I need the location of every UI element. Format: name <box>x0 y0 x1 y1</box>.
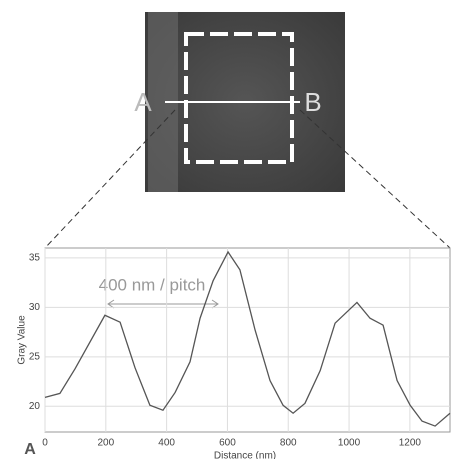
y-axis-label: Gray Value <box>17 315 28 365</box>
x-tick-label: 1200 <box>399 438 422 449</box>
pitch-arrowheads <box>107 299 219 309</box>
x-tick-label: 400 <box>158 438 175 449</box>
x-tick-label: 600 <box>219 438 236 449</box>
zoom-line <box>299 109 451 249</box>
y-tick-label: 35 <box>29 253 41 264</box>
y-tick-label: 25 <box>29 351 41 362</box>
point-label: A <box>134 87 152 117</box>
point-label: B <box>304 87 321 117</box>
x-tick-label: 0 <box>42 438 48 449</box>
x-tick-label: 200 <box>97 438 114 449</box>
profile-line <box>44 250 451 427</box>
y-tick-label: 20 <box>29 401 41 412</box>
y-tick-label: 30 <box>29 302 41 313</box>
x-axis-label: Distance (nm) <box>214 451 276 459</box>
x-tick-label: 1000 <box>338 438 361 449</box>
zoom-line <box>44 109 176 249</box>
panel-label: A <box>24 441 36 458</box>
annotation: 400 nm / pitch <box>99 275 206 294</box>
x-tick-label: 800 <box>280 438 297 449</box>
pattern-outline <box>184 32 294 164</box>
